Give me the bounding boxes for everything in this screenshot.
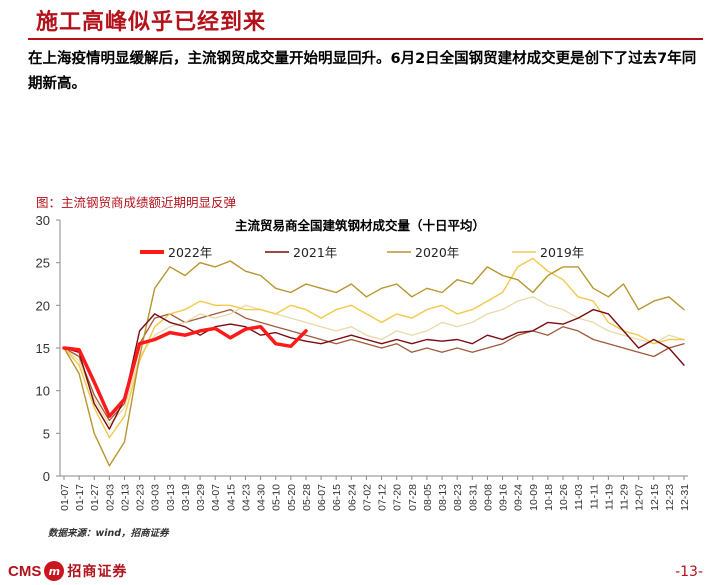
x-tick-label: 07-02 — [361, 484, 373, 511]
x-tick-label: 11-19 — [603, 484, 615, 510]
series-line-2 — [63, 260, 685, 467]
x-tick-label: 08-05 — [422, 484, 434, 511]
x-tick-label: 07-20 — [392, 484, 404, 511]
data-source-note: 数据来源：wind，招商证券 — [48, 528, 169, 539]
x-tick-label: 10-09 — [528, 484, 540, 511]
company-logo: CMS m 招商证券 — [8, 560, 127, 582]
x-tick-label: 03-03 — [150, 484, 162, 511]
series-line-3 — [63, 257, 685, 439]
body-text: 在上海疫情明显缓解后，主流钢贸成交量开始明显回升。6月2日全国钢贸建材成交更是创… — [28, 51, 697, 92]
x-tick-label: 11-29 — [619, 484, 631, 510]
x-tick-label: 03-13 — [165, 484, 177, 511]
series-line-1 — [63, 308, 685, 430]
x-tick-label: 01-07 — [59, 484, 71, 511]
x-tick-label: 08-31 — [467, 484, 479, 511]
y-tick-label: 10 — [36, 384, 50, 399]
legend-label-0: 2022年 — [168, 245, 212, 260]
x-tick-label: 08-13 — [437, 484, 449, 511]
x-tick-label: 06-07 — [316, 484, 328, 511]
y-tick-label: 5 — [43, 426, 50, 441]
chart-title: 主流贸易商全国建筑钢材成交量（十日平均） — [235, 218, 485, 233]
y-tick-label: 15 — [36, 341, 50, 356]
chart-legend: 2022年 2021年 2020年 2019年 — [140, 245, 584, 260]
x-tick-label: 05-20 — [286, 484, 298, 511]
x-tick-label: 04-23 — [240, 484, 252, 511]
x-tick-label: 02-03 — [104, 484, 116, 511]
title-divider — [28, 38, 703, 40]
x-tick-label: 12-15 — [649, 484, 661, 511]
x-tick-label: 04-30 — [256, 484, 268, 511]
y-tick-label: 20 — [36, 298, 50, 313]
x-tick-label: 12-23 — [664, 484, 676, 511]
x-tick-label: 01-27 — [89, 484, 101, 511]
x-tick-label: 02-23 — [135, 484, 147, 511]
page-number: -13- — [675, 564, 703, 580]
series-line-5 — [63, 308, 685, 422]
x-tick-label: 07-12 — [377, 484, 389, 511]
x-tick-label: 09-08 — [482, 484, 494, 511]
logo-cms-text: CMS — [8, 562, 42, 580]
x-tick-label: 10-26 — [558, 484, 570, 511]
x-tick-label: 06-15 — [331, 484, 343, 511]
x-tick-label: 06-24 — [346, 484, 358, 511]
logo-badge-icon: m — [44, 561, 65, 581]
legend-label-3: 2019年 — [540, 245, 584, 260]
y-tick-label: 25 — [36, 256, 50, 271]
x-tick-label: 11-11 — [588, 484, 600, 509]
chart-series-layer — [62, 257, 685, 467]
series-line-0 — [62, 324, 308, 419]
x-tick-label: 12-31 — [679, 484, 691, 511]
x-tick-label: 02-13 — [119, 484, 131, 511]
x-tick-label: 03-29 — [195, 484, 207, 511]
x-tick-label: 03-19 — [180, 484, 192, 511]
x-tick-label: 05-10 — [271, 484, 283, 511]
legend-label-2: 2020年 — [415, 245, 459, 260]
page-title: 施工高峰似乎已经到来 — [36, 9, 267, 35]
x-tick-label: 04-07 — [210, 484, 222, 511]
x-tick-label: 04-15 — [225, 484, 237, 511]
x-tick-label: 07-28 — [407, 484, 419, 511]
chart-axes: 0 5 10 15 20 25 30 01-07 01-17 01-27 02-03 02-13 02-… — [36, 213, 691, 511]
x-tick-label: 09-16 — [498, 484, 510, 511]
x-tick-label: 05-28 — [301, 484, 313, 511]
y-tick-label: 0 — [43, 469, 50, 484]
figure-caption: 图：主流钢贸商成绩额近期明显反弹 — [36, 195, 237, 210]
x-tick-label: 09-24 — [513, 484, 525, 511]
x-tick-label: 12-07 — [634, 484, 646, 511]
x-tick-label: 11-03 — [573, 484, 585, 510]
series-line-4 — [63, 296, 685, 426]
y-tick-label: 30 — [36, 213, 50, 228]
x-tick-label: 10-18 — [543, 484, 555, 511]
logo-company-name: 招商证券 — [67, 564, 128, 580]
x-tick-label: 08-23 — [452, 484, 464, 511]
x-tick-label: 01-17 — [74, 484, 86, 511]
legend-label-1: 2021年 — [293, 245, 337, 260]
